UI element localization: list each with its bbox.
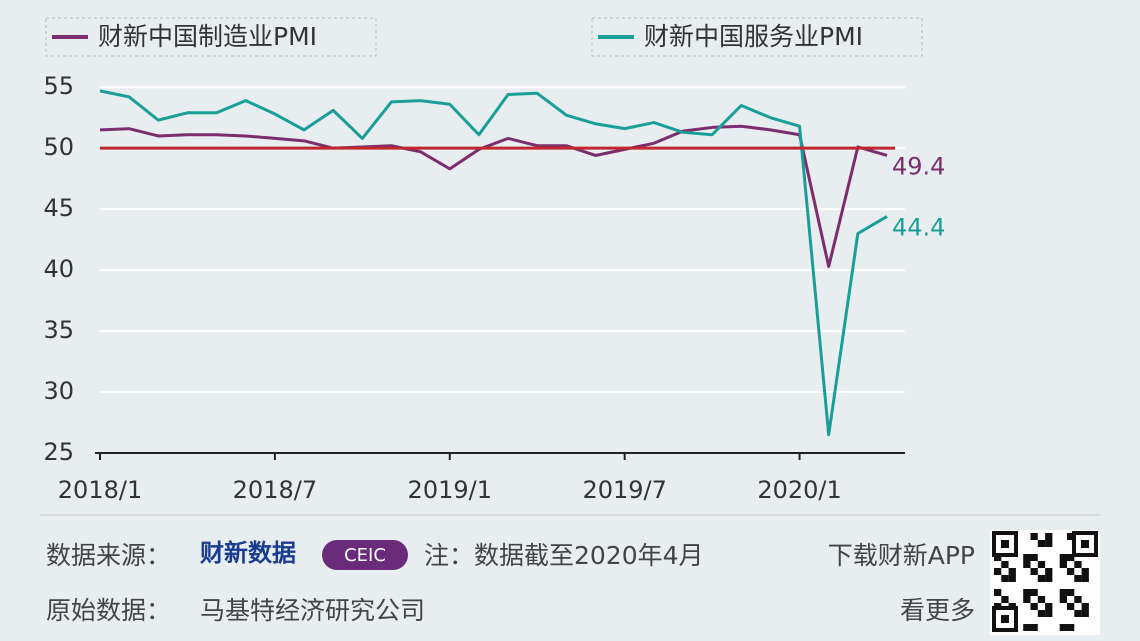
app: 下载财新APP — [828, 541, 975, 570]
logo: CEIC — [344, 545, 386, 566]
y-tick-label: 25 — [43, 438, 74, 466]
qr-cell — [1045, 533, 1053, 540]
qr-cell — [1030, 624, 1038, 631]
qr-cell — [1067, 554, 1075, 561]
qr-cell — [1037, 575, 1046, 582]
qr-cell — [1023, 554, 1031, 561]
more: 看更多 — [900, 596, 975, 625]
x-tick-label: 2019/1 — [408, 476, 492, 504]
x-tick-label: 2018/1 — [58, 476, 142, 504]
qr-finder — [1001, 615, 1009, 623]
qr-cell — [1059, 596, 1067, 603]
qr-cell — [1030, 554, 1038, 561]
x-tick-label: 2018/7 — [233, 476, 317, 504]
legend-box — [45, 17, 377, 57]
qr-cell — [1045, 610, 1053, 617]
qr-cell — [1045, 568, 1053, 575]
qr-cell — [1074, 575, 1082, 582]
qr-cell — [1081, 575, 1089, 582]
logo: 财新数据 — [200, 539, 296, 567]
qr-cell — [1023, 589, 1031, 596]
qr-cell — [1081, 603, 1089, 610]
qr-cell — [1045, 540, 1053, 547]
qr-cell — [1081, 610, 1089, 617]
qr-cell — [1037, 610, 1046, 617]
qr-cell — [1059, 589, 1067, 596]
end-label: 49.4 — [892, 152, 945, 180]
x-tick-label: 2019/7 — [582, 476, 666, 504]
qr-cell — [1001, 596, 1009, 603]
qr-cell — [1037, 561, 1046, 568]
source-label: 数据来源： — [46, 541, 171, 570]
original: 马基特经济研究公司 — [200, 596, 425, 625]
qr-cell — [1067, 603, 1075, 610]
y-tick-label: 40 — [43, 255, 74, 283]
qr-finder — [1081, 540, 1089, 548]
qr-cell — [994, 554, 1002, 561]
qr-cell — [1023, 624, 1031, 631]
qr-cell — [1023, 596, 1031, 603]
y-tick-label: 35 — [43, 316, 74, 344]
qr-cell — [1074, 596, 1082, 603]
series-line — [99, 89, 888, 437]
y-tick-label: 50 — [43, 133, 74, 161]
qr-cell — [1001, 561, 1009, 568]
qr-cell — [1030, 603, 1038, 610]
series-line — [99, 124, 888, 268]
qr-cell — [994, 568, 1002, 575]
qr-cell — [1067, 533, 1075, 540]
legend-box — [591, 17, 923, 57]
qr-cell — [1023, 561, 1031, 568]
qr-cell — [1074, 561, 1082, 568]
qr-cell — [1030, 568, 1038, 575]
qr-code — [990, 530, 1100, 635]
qr-cell — [1030, 533, 1038, 540]
qr-cell — [1001, 575, 1009, 582]
qr-cell — [1037, 596, 1046, 603]
note: 注：数据截至2020年4月 — [424, 541, 704, 570]
qr-cell — [1037, 540, 1046, 547]
y-tick-label: 55 — [43, 72, 74, 100]
legend-label: 财新中国服务业PMI — [644, 22, 863, 51]
qr-cell — [1045, 575, 1053, 582]
qr-cell — [1081, 568, 1089, 575]
x-tick-label: 2020/1 — [757, 476, 841, 504]
qr-cell — [1067, 568, 1075, 575]
qr-cell — [994, 589, 1002, 596]
y-tick-label: 45 — [43, 194, 74, 222]
legend-label: 财新中国制造业PMI — [98, 22, 317, 51]
qr-cell — [1008, 568, 1016, 575]
logo-bg — [322, 540, 408, 570]
qr-cell — [1030, 589, 1038, 596]
qr-cell — [1059, 624, 1067, 631]
qr-cell — [1074, 610, 1082, 617]
original-label: 原始数据： — [46, 596, 171, 625]
qr-cell — [1067, 624, 1075, 631]
end-label: 44.4 — [892, 213, 945, 241]
qr-cell — [1059, 561, 1067, 568]
qr-finder — [1001, 540, 1009, 548]
y-tick-label: 30 — [43, 377, 74, 405]
qr-cell — [1059, 554, 1067, 561]
qr-cell — [1067, 589, 1075, 596]
qr-cell — [1008, 575, 1016, 582]
qr-cell — [1045, 603, 1053, 610]
